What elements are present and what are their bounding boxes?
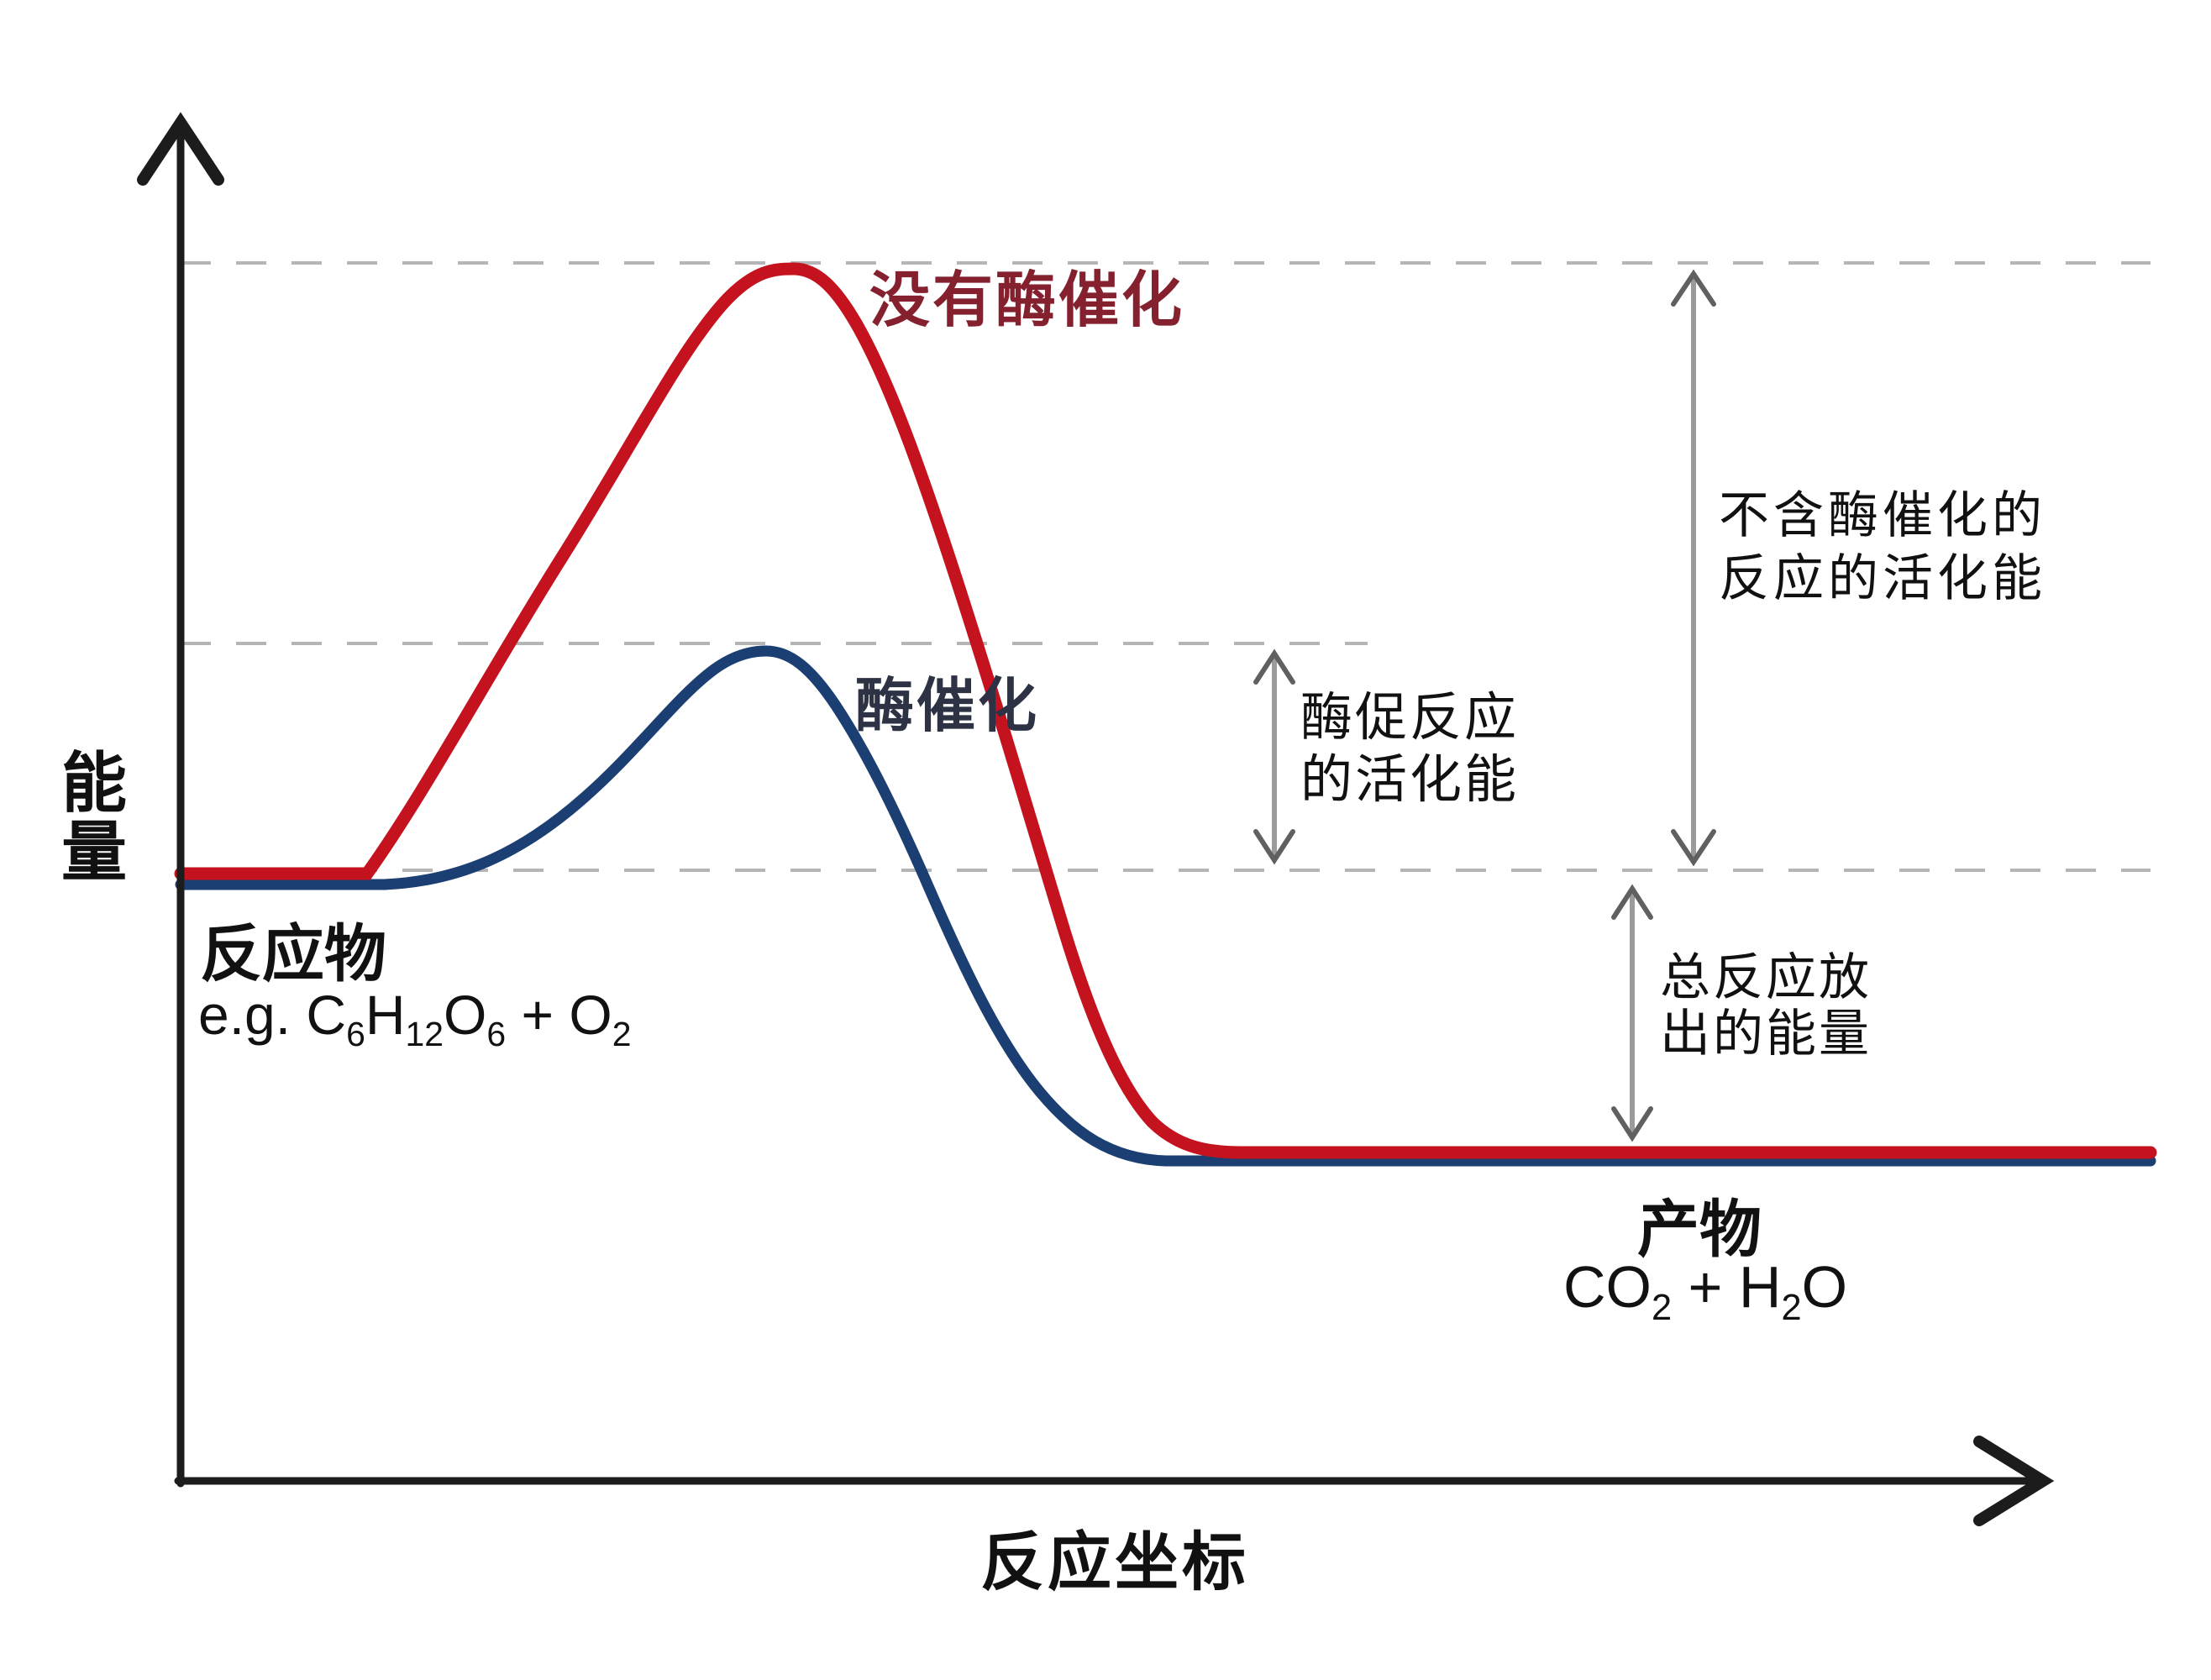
arrow-ea-uncatalyzed [1671,269,1716,867]
products-formula: CO2 + H2O [1562,1254,1848,1328]
y-axis-arrowhead-icon [137,112,224,186]
arrow-down-icon [1253,829,1295,865]
curve-uncatalyzed [174,262,2157,1159]
annotation-ea-uncatalyzed: 不含酶催化的 反应的活化能 [1719,484,2046,610]
axes [137,112,2055,1526]
x-axis-label: 反应坐标 [980,1527,1249,1599]
curve-label-catalyzed: 酶催化 [855,673,1039,738]
measurement-arrows [1253,269,1716,1142]
annotation-energy-released-line1: 总反应放 [1660,949,1872,1005]
reactants-formula: e.g. C6H12O6 + O2 [198,984,632,1054]
arrow-up-icon [1253,648,1295,685]
arrow-down-icon [1611,1106,1653,1142]
annotation-energy-released-line2: 出的能量 [1660,1005,1872,1063]
reactants-label: 反应物 [200,919,386,989]
annotation-ea-catalyzed-line2: 的活化能 [1300,751,1520,810]
annotation-ea-catalyzed-line1: 酶促反应 [1300,689,1520,747]
y-axis-label: 能量 [60,746,127,889]
products-label: 产物 [1637,1194,1762,1264]
annotation-ea-catalyzed: 酶促反应 的活化能 [1300,687,1519,812]
curve-catalyzed [175,645,2156,1167]
curve-label-uncatalyzed: 没有酶催化 [869,267,1185,334]
arrow-up-icon [1611,884,1653,920]
annotation-ea-uncatalyzed-line1: 不含酶催化的 [1719,487,2046,543]
arrow-ea-catalyzed [1253,648,1295,865]
annotation-ea-uncatalyzed-line2: 反应的活化能 [1719,550,2046,606]
arrow-energy-released [1611,884,1653,1142]
arrow-down-icon [1671,829,1716,867]
arrow-up-icon [1671,269,1716,307]
x-axis-arrowhead-icon [1973,1436,2055,1526]
annotation-energy-released: 总反应放 出的能量 [1660,949,1872,1062]
